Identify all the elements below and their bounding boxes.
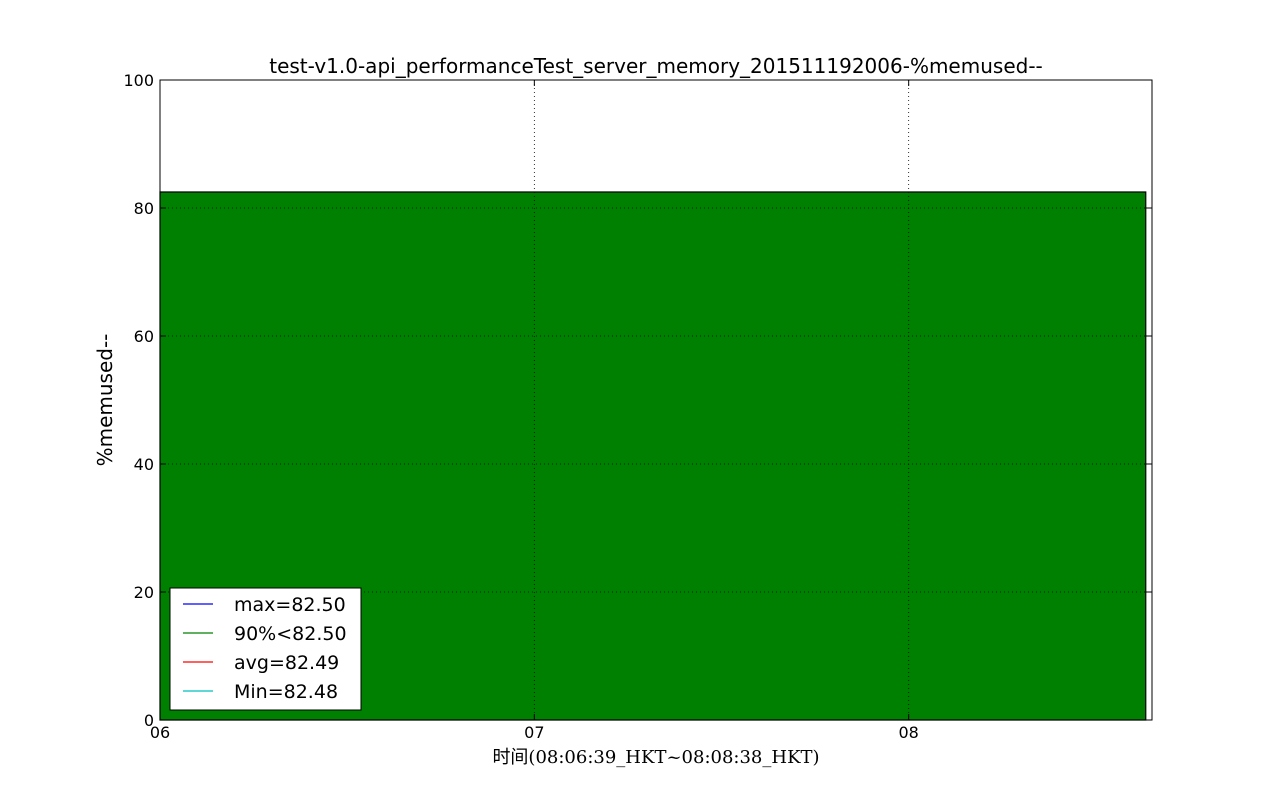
y-axis-label: %memused--: [93, 334, 117, 467]
y-tick-label: 40: [134, 455, 154, 474]
legend-box: [169, 587, 362, 711]
chart-title: test-v1.0-api_performanceTest_server_mem…: [269, 54, 1043, 78]
legend-label: max=82.50: [234, 594, 346, 616]
y-tick-label: 80: [134, 199, 154, 218]
y-tick-label: 20: [134, 583, 154, 602]
axis-ticks: 0 20 40 60 80 100 06 07 08: [123, 71, 1152, 742]
grid-lines: [160, 80, 1152, 720]
x-tick-label: 08: [898, 723, 918, 742]
y-tick-label: 60: [134, 327, 154, 346]
x-tick-label: 06: [150, 723, 170, 742]
axes-frame: [159, 79, 1153, 721]
y-tick-label: 0: [144, 711, 154, 730]
legend-label: 90%<82.50: [234, 623, 347, 645]
legend-label: Min=82.48: [234, 681, 338, 703]
legend-label: avg=82.49: [234, 652, 339, 674]
x-axis-label: 时间(08:06:39_HKT~08:08:38_HKT): [492, 747, 819, 768]
y-tick-label: 100: [123, 71, 154, 90]
legend: max=82.50 90%<82.50 avg=82.49 Min=82.48: [169, 587, 362, 711]
x-tick-label: 07: [524, 723, 544, 742]
